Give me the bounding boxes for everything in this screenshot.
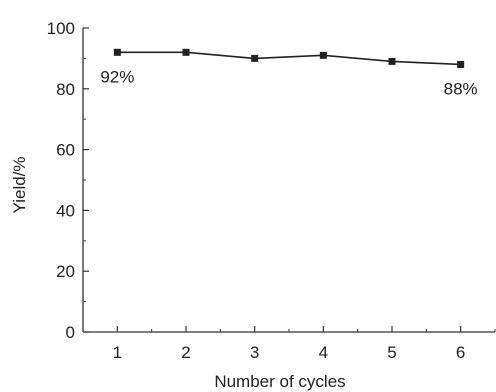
- x-axis-title: Number of cycles: [214, 372, 345, 391]
- data-point-marker: [182, 48, 190, 56]
- data-point-marker: [457, 60, 465, 68]
- labels: 92% 88%: [100, 67, 477, 98]
- data-point-marker: [251, 54, 259, 62]
- series: [113, 48, 465, 68]
- data-point-marker: [388, 57, 396, 65]
- y-tick-label: 60: [56, 141, 75, 160]
- x-tick-label: 5: [387, 343, 396, 362]
- x-tick-label: 6: [456, 343, 465, 362]
- series-line: [117, 51, 461, 66]
- data-label: 92%: [100, 67, 134, 86]
- x-tick-label: 4: [319, 343, 328, 362]
- data-point-marker: [319, 51, 327, 59]
- x-tick-label: 1: [113, 343, 122, 362]
- y-axis-title: Yield/%: [10, 156, 29, 213]
- axes: [82, 28, 495, 333]
- x-tick-label: 3: [250, 343, 259, 362]
- y-tick-label: 80: [56, 80, 75, 99]
- y-tick-label: 0: [66, 323, 75, 342]
- y-tick-label: 20: [56, 262, 75, 281]
- data-point-marker: [113, 48, 121, 56]
- x-tick-label: 2: [181, 343, 190, 362]
- ticks: 0 20 40 60 80 100 1 2 3 4 5 6: [47, 19, 496, 362]
- y-tick-label: 100: [47, 19, 75, 38]
- y-tick-label: 40: [56, 201, 75, 220]
- data-label: 88%: [444, 79, 478, 98]
